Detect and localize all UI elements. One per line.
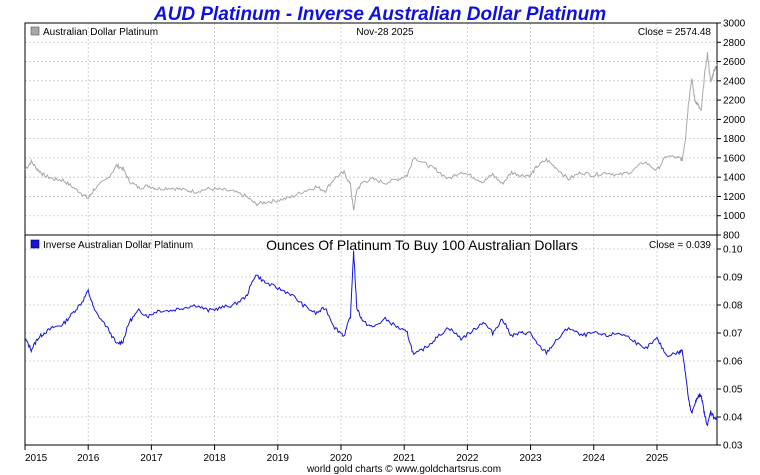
bottom-panel-frame [24,234,718,446]
xtick-label: 2024 [583,453,606,464]
top-ytick-label: 2000 [723,115,746,126]
xtick-label: 2025 [646,453,669,464]
top-ytick-label: 1400 [723,173,746,184]
xtick-label: 2023 [519,453,542,464]
bottom-ytick-label: 0.04 [723,413,743,424]
xtick-label: 2020 [330,453,353,464]
xtick-label: 2015 [25,453,48,464]
top-legend-swatch [30,26,40,36]
bottom-panel: 0.03 0.04 0.05 0.06 0.07 0.08 0.09 0.10 Inverse… [24,234,743,452]
top-ytick-label: 800 [723,231,740,242]
date-label: Nov-28 2025 [356,27,414,38]
bottom-legend-swatch [30,239,40,249]
top-series-line [24,52,718,211]
bottom-close-label: Close = 0.039 [649,240,711,251]
bottom-ytick-label: 0.06 [723,357,743,368]
bottom-ytick-label: 0.03 [723,441,743,452]
xtick-label: 2021 [393,453,416,464]
bottom-ytick-label: 0.08 [723,301,743,312]
chart-title: AUD Platinum - Inverse Australian Dollar… [153,4,606,25]
top-ytick-label: 1800 [723,134,746,145]
bottom-ytick-label: 0.07 [723,329,743,340]
bottom-ytick-label: 0.10 [723,245,743,256]
top-panel-frame [24,22,718,236]
top-ytick-label: 1000 [723,211,746,222]
top-ytick-label: 2400 [723,76,746,87]
top-ytick-label: 3000 [723,19,746,30]
xtick-label: 2017 [140,453,163,464]
top-ytick-label: 1200 [723,192,746,203]
bottom-legend-label: Inverse Australian Dollar Platinum [43,240,193,251]
top-ytick-label: 2200 [723,96,746,107]
bottom-ytick-label: 0.09 [723,273,743,284]
top-ytick-label: 1600 [723,153,746,164]
xtick-label: 2022 [456,453,479,464]
top-close-label: Close = 2574.48 [638,27,712,38]
top-ytick-label: 2800 [723,38,746,49]
xtick-label: 2018 [203,453,226,464]
bottom-ytick-label: 0.05 [723,385,743,396]
footer-credit: world gold charts © www.goldchartsrus.co… [306,464,501,475]
bottom-series-line [24,250,718,427]
top-panel: 800 1000 1200 1400 1600 1800 2000 2200 2400 2600 2… [24,19,746,242]
top-ytick-label: 2600 [723,57,746,68]
bottom-subtitle: Ounces Of Platinum To Buy 100 Australian… [266,237,578,253]
xtick-label: 2019 [267,453,290,464]
xtick-label: 2016 [77,453,100,464]
top-legend-label: Australian Dollar Platinum [43,27,158,38]
